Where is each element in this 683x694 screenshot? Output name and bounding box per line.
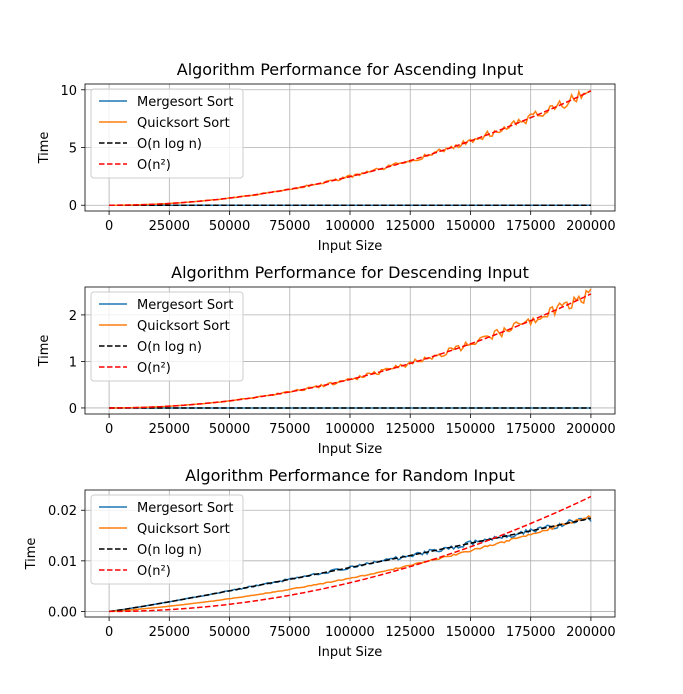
x-tick-label: 0 xyxy=(105,422,113,437)
x-axis-label: Input Size xyxy=(318,239,382,254)
legend-label: O(n log n) xyxy=(137,543,202,558)
series-line-3 xyxy=(109,517,592,613)
x-tick-label: 200000 xyxy=(566,422,616,437)
x-tick-label: 50000 xyxy=(209,219,250,234)
x-tick-label: 25000 xyxy=(149,422,190,437)
x-tick-label: 175000 xyxy=(506,219,556,234)
x-tick-label: 75000 xyxy=(269,422,310,437)
chart-panel-1: 0 25000 50000 75000 100000 125000 150000 175000… xyxy=(37,60,616,254)
x-tick-label: 150000 xyxy=(446,625,496,640)
chart-panel-3: 0 25000 50000 75000 100000 125000 150000 175000… xyxy=(24,466,616,660)
y-tick-label: 10 xyxy=(60,84,77,99)
x-tick-label: 125000 xyxy=(385,219,435,234)
chart-title: Algorithm Performance for Ascending Inpu… xyxy=(177,60,523,79)
legend-label: O(n²) xyxy=(137,564,171,579)
legend-label: Mergesort Sort xyxy=(137,95,234,110)
x-tick-label: 175000 xyxy=(506,422,556,437)
y-tick-label: 0 xyxy=(69,199,77,214)
y-axis-label: Time xyxy=(37,132,52,165)
legend: Mergesort Sort Quicksort Sort O(n log n) O(… xyxy=(90,88,244,179)
legend-label: Quicksort Sort xyxy=(137,522,230,537)
legend-label: Mergesort Sort xyxy=(137,298,234,313)
y-tick-label: 0.01 xyxy=(48,555,77,570)
legend-box xyxy=(90,88,244,179)
legend-label: O(n²) xyxy=(137,361,171,376)
legend: Mergesort Sort Quicksort Sort O(n log n) O(… xyxy=(90,291,244,382)
x-tick-label: 200000 xyxy=(566,219,616,234)
legend: Mergesort Sort Quicksort Sort O(n log n) O(… xyxy=(90,494,244,585)
y-tick-label: 0 xyxy=(69,402,77,417)
series-line-4 xyxy=(109,293,592,409)
x-tick-label: 150000 xyxy=(446,219,496,234)
x-tick-label: 100000 xyxy=(325,625,375,640)
y-tick-label: 2 xyxy=(69,309,77,324)
plot-lines xyxy=(109,89,592,206)
series-line-4 xyxy=(109,90,592,206)
x-tick-label: 200000 xyxy=(566,625,616,640)
legend-label: Mergesort Sort xyxy=(137,501,234,516)
series-line-2 xyxy=(109,515,592,613)
x-axis-label: Input Size xyxy=(318,645,382,660)
y-axis-label: Time xyxy=(24,538,39,571)
x-tick-label: 0 xyxy=(105,625,113,640)
x-tick-label: 50000 xyxy=(209,422,250,437)
plot-lines xyxy=(109,495,592,613)
x-tick-label: 25000 xyxy=(149,219,190,234)
legend-label: O(n log n) xyxy=(137,340,202,355)
plot-lines xyxy=(109,288,592,409)
x-tick-label: 100000 xyxy=(325,219,375,234)
legend-label: Quicksort Sort xyxy=(137,319,230,334)
x-tick-label: 25000 xyxy=(149,625,190,640)
x-tick-label: 75000 xyxy=(269,625,310,640)
y-axis-label: Time xyxy=(37,335,52,368)
x-tick-label: 125000 xyxy=(385,625,435,640)
x-tick-label: 100000 xyxy=(325,422,375,437)
legend-box xyxy=(90,494,244,585)
y-tick-label: 0.00 xyxy=(48,605,77,620)
x-tick-label: 75000 xyxy=(269,219,310,234)
y-tick-label: 1 xyxy=(69,355,77,370)
legend-label: O(n²) xyxy=(137,158,171,173)
chart-panel-2: 0 25000 50000 75000 100000 125000 150000 175000… xyxy=(37,263,616,457)
y-tick-label: 5 xyxy=(69,142,77,157)
y-tick-label: 0.02 xyxy=(48,504,77,519)
legend-label: Quicksort Sort xyxy=(137,116,230,131)
x-tick-label: 150000 xyxy=(446,422,496,437)
series-line-4 xyxy=(109,495,592,613)
x-tick-label: 50000 xyxy=(209,625,250,640)
x-axis-label: Input Size xyxy=(318,442,382,457)
chart-title: Algorithm Performance for Random Input xyxy=(185,466,515,485)
legend-label: O(n log n) xyxy=(137,137,202,152)
x-tick-label: 0 xyxy=(105,219,113,234)
x-tick-label: 125000 xyxy=(385,422,435,437)
x-tick-label: 175000 xyxy=(506,625,556,640)
legend-box xyxy=(90,291,244,382)
chart-title: Algorithm Performance for Descending Inp… xyxy=(171,263,529,282)
